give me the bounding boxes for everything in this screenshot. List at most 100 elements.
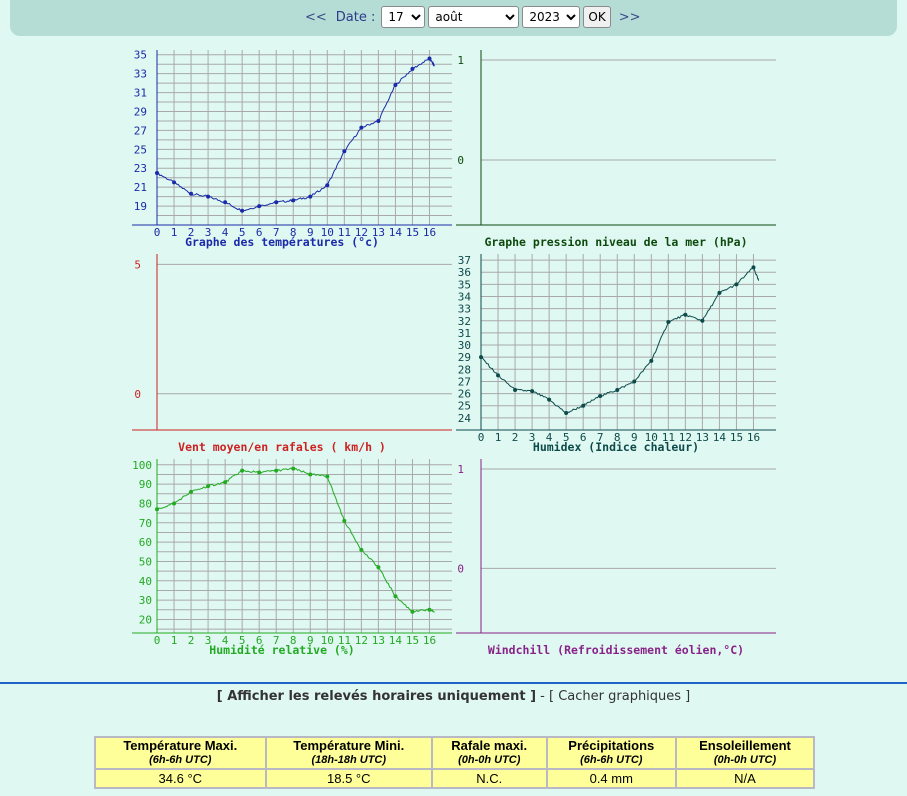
temperature-ytick-label: 23 xyxy=(134,162,147,175)
temperature-data-point xyxy=(325,183,330,188)
temperature-xtick-label: 5 xyxy=(239,226,246,239)
humidity-xtick-label: 13 xyxy=(372,634,385,647)
humidex-series-line xyxy=(480,266,760,414)
humidity-ytick-label: 30 xyxy=(139,594,152,607)
temperature-xtick-label: 1 xyxy=(171,226,178,239)
humidity-xtick-label: 9 xyxy=(307,634,314,647)
humidex-ytick-label: 26 xyxy=(458,388,471,401)
humidex-xtick-label: 12 xyxy=(679,431,692,444)
hide-graphs-link[interactable]: [ Cacher graphiques ] xyxy=(549,689,691,704)
temperature-xtick-label: 16 xyxy=(423,226,436,239)
humidex-xtick-label: 10 xyxy=(645,431,658,444)
min-temp-value: 18.5 °C xyxy=(264,768,433,789)
humidex-xtick-label: 2 xyxy=(512,431,519,444)
humidex-data-point xyxy=(751,265,756,270)
temperature-ytick-label: 31 xyxy=(134,87,147,100)
temperature-xtick-label: 6 xyxy=(256,226,263,239)
humidex-data-point xyxy=(547,397,552,402)
wind-ytick-label: 5 xyxy=(134,258,141,271)
humidex-ytick-label: 24 xyxy=(458,412,472,425)
humidex-xtick-label: 15 xyxy=(730,431,743,444)
temperature-ytick-label: 33 xyxy=(134,68,147,81)
humidex-xtick-label: 1 xyxy=(495,431,502,444)
temperature-xtick-label: 0 xyxy=(154,226,161,239)
temperature-data-point xyxy=(376,118,381,123)
windchill-ytick-label: 1 xyxy=(457,463,464,476)
hourly-readings-link[interactable]: [ Afficher les relevés horaires uniqueme… xyxy=(216,689,537,704)
view-links: [ Afficher les relevés horaires uniqueme… xyxy=(0,689,907,704)
humidity-data-point xyxy=(274,468,279,473)
humidex-ytick-label: 31 xyxy=(458,327,471,340)
temperature-data-point xyxy=(393,83,398,87)
humidity-data-point xyxy=(240,468,245,473)
humidity-xtick-label: 1 xyxy=(171,634,178,647)
temperature-xtick-label: 10 xyxy=(321,226,334,239)
humidity-xtick-label: 4 xyxy=(222,634,229,647)
humidex-data-point xyxy=(496,373,501,378)
humidity-xtick-label: 2 xyxy=(188,634,195,647)
humidex-data-point xyxy=(717,290,722,295)
humidex-xtick-label: 16 xyxy=(747,431,760,444)
daily-summary-table: Température Maxi. (6h-6h UTC) Température… xyxy=(94,736,815,789)
humidity-xtick-label: 15 xyxy=(406,634,419,647)
humidity-data-point xyxy=(325,474,330,479)
year-select[interactable]: 2023 xyxy=(522,6,581,28)
humidex-xtick-label: 9 xyxy=(631,431,638,444)
humidex-data-point xyxy=(615,387,620,392)
temperature-xtick-label: 9 xyxy=(307,226,314,239)
date-navigation: << Date : 17 août 2023 OK >> xyxy=(305,6,641,28)
next-day-link[interactable]: >> xyxy=(618,9,641,25)
temperature-xtick-label: 13 xyxy=(372,226,385,239)
humidity-data-point xyxy=(410,609,415,614)
humidity-data-point xyxy=(393,594,398,599)
links-separator: - xyxy=(540,689,545,704)
humidex-data-point xyxy=(700,318,705,323)
humidex-data-point xyxy=(632,379,637,384)
temperature-ytick-label: 21 xyxy=(134,181,147,194)
humidex-xtick-label: 3 xyxy=(529,431,536,444)
temperature-data-point xyxy=(257,204,262,209)
humidity-data-point xyxy=(342,518,347,523)
windchill-chart-title: Windchill (Refroidissement éolien,°C) xyxy=(488,643,744,657)
temperature-data-point xyxy=(291,198,296,203)
humidex-ytick-label: 37 xyxy=(458,254,471,267)
windchill-chart: 0 1 Windchill (Refroidissement éolien,°C) xyxy=(456,459,776,657)
humidity-data-point xyxy=(376,565,381,570)
humidity-xtick-label: 14 xyxy=(389,634,403,647)
temperature-data-point xyxy=(342,149,347,154)
windchill-ytick-label: 0 xyxy=(457,562,464,575)
summary-header-row: Température Maxi. (6h-6h UTC) Température… xyxy=(94,736,815,770)
pressure-ytick-label: 0 xyxy=(457,154,464,167)
previous-day-link[interactable]: << xyxy=(305,9,327,25)
day-select[interactable]: 17 xyxy=(381,6,426,28)
humidity-data-point xyxy=(257,470,262,475)
temperature-xtick-label: 14 xyxy=(389,226,403,239)
max-temp-value: 34.6 °C xyxy=(94,768,267,789)
temperature-series-line xyxy=(156,57,435,212)
humidex-data-point xyxy=(649,358,654,363)
temperature-ytick-label: 35 xyxy=(134,49,147,62)
summary-value-row: 34.6 °C 18.5 °C N.C. 0.4 mm N/A xyxy=(94,768,815,789)
temperature-xtick-label: 3 xyxy=(205,226,212,239)
humidity-data-point xyxy=(291,466,296,471)
temperature-data-point xyxy=(427,56,432,61)
humidex-data-point xyxy=(564,411,569,416)
temperature-ytick-label: 19 xyxy=(134,200,147,213)
humidity-xtick-label: 0 xyxy=(154,634,161,647)
ok-button[interactable]: OK xyxy=(583,6,611,28)
humidex-ytick-label: 34 xyxy=(458,290,472,303)
temperature-data-point xyxy=(274,200,279,205)
humidex-data-point xyxy=(581,403,586,408)
min-temp-header: Température Mini. (18h-18h UTC) xyxy=(264,736,433,770)
humidity-xtick-label: 3 xyxy=(205,634,212,647)
max-gust-value: N.C. xyxy=(430,768,548,789)
precipitation-header: Précipitations (6h-6h UTC) xyxy=(545,736,678,770)
humidex-xtick-label: 8 xyxy=(614,431,621,444)
humidex-ytick-label: 27 xyxy=(458,375,471,388)
humidity-xtick-label: 12 xyxy=(355,634,368,647)
month-select[interactable]: août xyxy=(428,6,520,28)
temperature-data-point xyxy=(223,200,228,205)
